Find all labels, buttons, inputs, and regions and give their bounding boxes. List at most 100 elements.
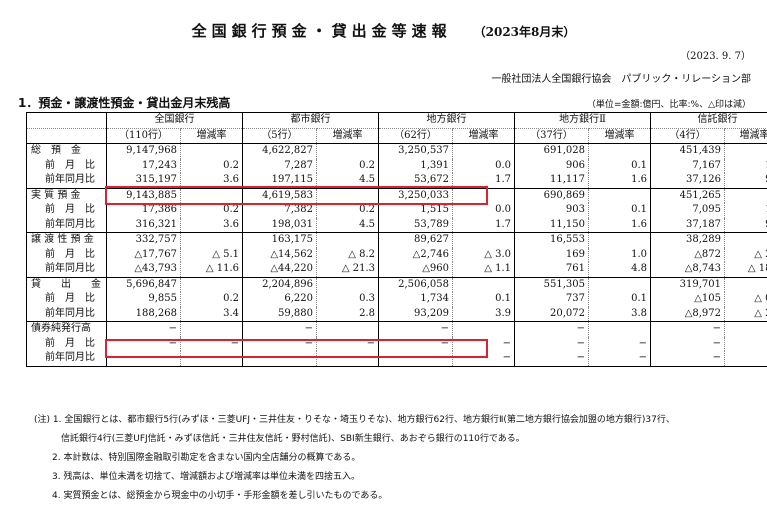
amount-cell: 9,143,885 (106, 187, 181, 203)
amount-cell: 163,175 (242, 232, 317, 248)
amount-cell: 906 (514, 158, 589, 173)
column-rate-label: 増減率 (724, 128, 767, 144)
amount-cell: 37,126 (650, 173, 725, 188)
rate-cell (724, 232, 767, 248)
rate-cell: 1.6 (587, 173, 651, 188)
amount-cell: 17,243 (106, 158, 181, 173)
row-label: 前年同月比 (26, 262, 107, 277)
amount-cell: 59,880 (242, 306, 317, 322)
amount-cell: 198,031 (242, 217, 317, 233)
row-label: 前年同月比 (26, 217, 107, 233)
amount-cell: − (514, 336, 589, 351)
rate-cell (180, 276, 243, 292)
rate-cell (452, 276, 515, 292)
column-bank-count: （4行） (650, 128, 725, 144)
amount-cell: △8,972 (650, 306, 725, 322)
amount-cell: 89,627 (378, 232, 453, 248)
amount-cell: 1,734 (378, 292, 453, 307)
column-rate-label: 増減率 (316, 128, 379, 144)
rate-cell: − (724, 336, 767, 351)
amount-cell: 5,696,847 (106, 276, 181, 292)
amount-cell: 20,072 (514, 306, 589, 322)
rate-cell: 9.0 (724, 217, 767, 233)
table-row: 総 預 金 9,147,968 4,622,827 3,250,537 691,028 4… (26, 143, 767, 159)
table-row: 前年同月比−−−−−−−−−− (26, 351, 767, 367)
page-title: 全国銀行預金・貸出金等速報 （2023年8月末） (0, 20, 767, 41)
row-label: 譲 渡 性 預 金 (26, 232, 107, 248)
rate-cell (452, 321, 515, 337)
header-corner-cell (26, 112, 107, 129)
rate-cell: 3.4 (180, 306, 243, 322)
amount-cell: △17,767 (106, 247, 181, 262)
rate-cell: △ 21.3 (316, 262, 379, 277)
table-row: 前年同月比 316,321 3.6 198,031 4.5 53,789 1.7 11,150… (26, 217, 767, 233)
amount-cell: 761 (514, 262, 589, 277)
rate-cell: − (587, 336, 651, 351)
rate-cell (180, 187, 243, 203)
rate-cell: 2.8 (316, 306, 379, 322)
amount-cell: − (242, 321, 317, 337)
column-rate-label: 増減率 (452, 128, 515, 144)
rate-cell (180, 143, 243, 159)
rate-cell (587, 187, 651, 203)
column-bank-count: （62行） (378, 128, 453, 144)
amount-cell: △2,746 (378, 247, 453, 262)
row-label: 前 月 比 (26, 336, 107, 351)
amount-cell: 188,268 (106, 306, 181, 322)
rate-cell (180, 321, 243, 337)
rate-cell: 0.0 (452, 158, 515, 173)
amount-cell: 2,506,058 (378, 276, 453, 292)
table-row: 実 質 預 金 9,143,885 4,619,583 3,250,033 690,86… (26, 187, 767, 203)
amount-cell: 4,619,583 (242, 187, 317, 203)
rate-cell: 0.3 (316, 292, 379, 307)
amount-cell: 53,672 (378, 173, 453, 188)
section-title: 1．預金・譲渡性預金・貸出金月末残高 (18, 96, 231, 110)
rate-cell: 3.6 (180, 173, 243, 188)
table-row: 前年同月比 315,197 3.6 197,115 4.5 53,672 1.7 11,117… (26, 173, 767, 188)
rate-cell: 1.6 (724, 203, 767, 218)
amount-cell: − (106, 321, 181, 337)
amount-cell: 1,515 (378, 203, 453, 218)
amount-cell: 9,855 (106, 292, 181, 307)
rate-cell: 0.2 (180, 292, 243, 307)
amount-cell: △105 (650, 292, 725, 307)
amount-cell: 7,167 (650, 158, 725, 173)
header-corner-cell (26, 128, 107, 144)
amount-cell: 7,287 (242, 158, 317, 173)
rate-cell (316, 187, 379, 203)
rate-cell: 0.2 (180, 158, 243, 173)
amount-cell: − (650, 336, 725, 351)
amount-cell: 319,701 (650, 276, 725, 292)
rate-cell: △ 2.7 (724, 306, 767, 322)
organization: 一般社団法人全国銀行協会 パブリック・リレーション部 (491, 74, 751, 85)
rate-cell: 0.1 (587, 203, 651, 218)
table-row: 前 月 比 17,386 0.2 7,382 0.2 1,515 0.0 903 0.1 7,09… (26, 203, 767, 218)
column-rate-label: 増減率 (587, 128, 651, 144)
rate-cell: △ 18.6 (724, 262, 767, 277)
amount-cell: 11,150 (514, 217, 589, 233)
rate-cell: 0.2 (180, 203, 243, 218)
column-header-name: 地方銀行 (378, 112, 515, 129)
amount-cell: 737 (514, 292, 589, 307)
table-row: 前 月 比 9,855 0.2 6,220 0.3 1,734 0.1 737 0.1 △105 △… (26, 292, 767, 307)
column-rate-label: 増減率 (180, 128, 243, 144)
rate-cell: 4.5 (316, 217, 379, 233)
rate-cell (316, 321, 379, 337)
rate-cell: 1.7 (452, 217, 515, 233)
rate-cell (587, 232, 651, 248)
unit-note: （単位=金額:億円、比率:%、△印は減） (586, 100, 751, 110)
column-header-name: 全国銀行 (106, 112, 243, 129)
table-row: 貸 出 金 5,696,847 2,204,896 2,506,058 551,305 3… (26, 276, 767, 292)
amount-cell: − (650, 321, 725, 337)
rate-cell: 3.8 (587, 306, 651, 322)
amount-cell: 9,147,968 (106, 143, 181, 159)
rate-cell: − (587, 351, 651, 367)
note-line: 2. 本計数は、特別国際金融取引勘定を含まない国内全店舗分の概算である。 (34, 453, 361, 463)
balance-table: 全国銀行 都市銀行 地方銀行 地方銀行Ⅱ 信託銀行 （110行） 増減率 （5行） 増減率 （62… (26, 112, 767, 367)
amount-cell: △8,743 (650, 262, 725, 277)
rate-cell (587, 143, 651, 159)
rate-cell: 1.7 (452, 173, 515, 188)
rate-cell: 0.2 (316, 203, 379, 218)
amount-cell: 93,209 (378, 306, 453, 322)
rate-cell (724, 143, 767, 159)
